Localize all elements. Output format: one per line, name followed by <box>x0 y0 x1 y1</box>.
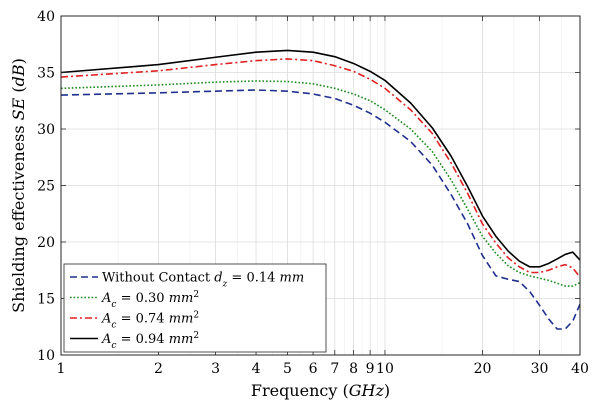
y-tick-label: 40 <box>37 9 55 25</box>
y-tick-label: 25 <box>37 179 55 195</box>
series-layer <box>60 49 581 330</box>
series-line-ac-030 <box>60 80 581 287</box>
x-tick-label: 5 <box>283 361 292 377</box>
x-tick-label: 1 <box>57 361 66 377</box>
legend: Without Contact dz = 0.14 mm Ac = 0.30 m… <box>63 263 327 353</box>
series-line-ac-074 <box>60 58 581 278</box>
y-tick-label: 30 <box>37 122 55 138</box>
series-line-without-contact <box>60 89 581 330</box>
x-tick-label: 7 <box>330 361 339 377</box>
series-line-ac-094 <box>60 49 581 268</box>
x-tick-label: 4 <box>252 361 261 377</box>
legend-label-ac-030: Ac = 0.30 mm2 <box>101 290 199 310</box>
x-tick-label: 10 <box>376 361 394 377</box>
legend-label-ac-074: Ac = 0.74 mm2 <box>101 311 199 331</box>
y-tick-label: 15 <box>37 292 55 308</box>
legend-entry-ac-030: Ac = 0.30 mm2 <box>70 290 199 310</box>
x-axis-title: Frequency (GHz) <box>251 381 390 400</box>
y-tick-label: 10 <box>37 348 55 364</box>
x-tick-label: 20 <box>474 361 492 377</box>
y-axis-title: Shielding effectiveness SE (dB) <box>9 58 28 313</box>
legend-entry-without-contact: Without Contact dz = 0.14 mm <box>70 271 304 290</box>
y-tick-label: 20 <box>37 235 55 251</box>
legend-entry-ac-074: Ac = 0.74 mm2 <box>70 311 199 331</box>
x-tick-label: 6 <box>309 361 318 377</box>
x-tick-label: 3 <box>211 361 220 377</box>
legend-box <box>63 263 327 353</box>
x-tick-label: 9 <box>366 361 375 377</box>
legend-label-ac-094: Ac = 0.94 mm2 <box>101 331 199 351</box>
x-tick-label: 2 <box>154 361 163 377</box>
legend-label-without-contact: Without Contact dz = 0.14 mm <box>102 271 304 290</box>
y-tick-label: 35 <box>37 66 55 82</box>
legend-entry-ac-094: Ac = 0.94 mm2 <box>70 331 199 351</box>
x-tick-label: 8 <box>349 361 358 377</box>
x-tick-label: 30 <box>531 361 549 377</box>
x-tick-label: 40 <box>571 361 589 377</box>
